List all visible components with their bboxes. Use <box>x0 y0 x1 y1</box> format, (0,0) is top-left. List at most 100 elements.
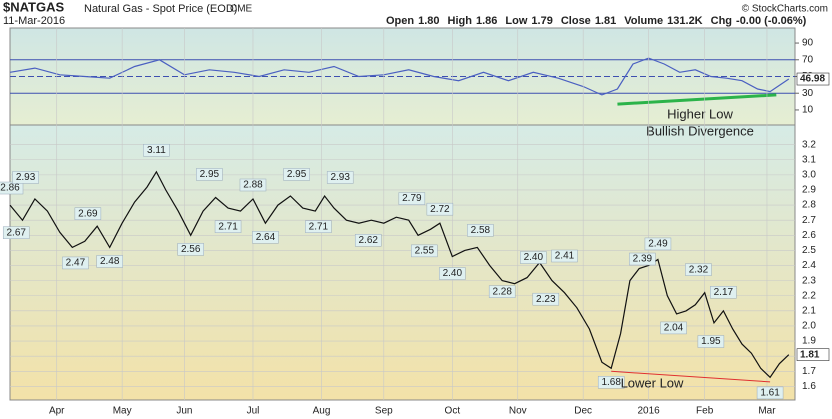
price-label: 2.23 <box>536 294 556 305</box>
price-label: 2.71 <box>218 221 238 232</box>
quote-label: Open <box>386 15 414 27</box>
data-line <box>9 57 790 96</box>
y-tick-label: 1.7 <box>802 366 816 377</box>
x-tick-label: Feb <box>696 406 714 417</box>
price-label-box <box>62 256 89 270</box>
price-label-box <box>196 168 223 181</box>
price-label-box <box>74 207 102 220</box>
quote-value: -0.00 (-0.06%) <box>736 15 807 27</box>
symbol: $NATGAS <box>3 0 64 14</box>
price-label-box <box>411 244 438 258</box>
x-tick-label: Apr <box>49 406 65 417</box>
price-label-box <box>143 143 170 157</box>
price-label-box <box>214 220 242 233</box>
price-label: 2.79 <box>402 193 422 204</box>
price-label: 2.64 <box>256 232 276 243</box>
price-label: 2.72 <box>430 204 450 215</box>
last-value-label: 1.81 <box>800 349 820 360</box>
price-label-box <box>756 386 784 400</box>
price-label-box <box>398 192 426 205</box>
y-tick-label: 2.4 <box>802 260 816 271</box>
annotation: Lower Low <box>621 375 684 390</box>
price-label-box <box>488 285 516 298</box>
instrument-name: Natural Gas - Spot Price (EOD) <box>84 3 237 15</box>
x-tick-label: Nov <box>509 406 527 417</box>
y-tick-label: 3.1 <box>802 154 816 165</box>
x-tick-label: Dec <box>574 406 592 417</box>
price-label: 2.58 <box>471 225 491 236</box>
last-value-box <box>796 72 830 86</box>
price-label: 2.55 <box>415 245 435 256</box>
price-label: 1.68 <box>601 377 621 388</box>
quote-value: 131.2K <box>667 15 703 27</box>
price-label: 1.95 <box>701 336 721 347</box>
price-label: 2.71 <box>309 221 329 232</box>
price-label: 2.48 <box>100 256 120 267</box>
price-label-box <box>177 243 204 256</box>
price-label: 2.47 <box>66 258 86 269</box>
y-tick-label: 3.2 <box>802 139 816 150</box>
price-label-box <box>12 171 39 184</box>
price-label: 2.95 <box>200 169 220 180</box>
annotation: Bullish Divergence <box>646 123 754 138</box>
quote-value: 1.80 <box>418 15 439 27</box>
price-label: 2.56 <box>181 244 201 255</box>
x-tick-label: Jul <box>247 406 260 417</box>
quote-label: Chg <box>711 15 732 27</box>
price-label-box <box>685 263 712 276</box>
price-label: 2.40 <box>443 268 463 279</box>
annotation: Higher Low <box>667 106 733 121</box>
price-label-box <box>0 181 24 195</box>
price-panel <box>9 124 796 401</box>
price-label: 2.88 <box>243 180 263 191</box>
y-tick-label: 90 <box>802 38 814 49</box>
price-label-box <box>532 292 560 306</box>
price-label-box <box>551 249 578 263</box>
price-label-box <box>629 252 656 266</box>
y-tick-label: 1.9 <box>802 336 816 347</box>
price-label: 2.28 <box>492 286 512 297</box>
x-tick-label: Oct <box>445 406 461 417</box>
y-tick-label: 2.7 <box>802 215 816 226</box>
trendline <box>611 370 771 383</box>
quote-label: Volume <box>624 15 663 27</box>
price-label-box <box>283 168 310 181</box>
price-label-box <box>710 286 737 299</box>
y-tick-label: 30 <box>802 88 814 99</box>
price-label-box <box>354 234 382 247</box>
y-tick-label: 2.1 <box>802 305 816 316</box>
price-label-box <box>239 178 267 192</box>
y-tick-label: 10 <box>802 105 814 116</box>
y-tick-label: 2.6 <box>802 230 816 241</box>
data-line <box>9 170 790 379</box>
price-label-box <box>520 251 547 264</box>
quote-value: 1.79 <box>531 15 552 27</box>
price-label: 2.86 <box>0 183 20 194</box>
price-label-box <box>2 226 30 239</box>
quote-label: Low <box>505 15 527 27</box>
y-tick-label: 2.3 <box>802 275 816 286</box>
quote-value: 1.81 <box>595 15 616 27</box>
y-tick-label: 2.8 <box>802 200 816 211</box>
last-value-box <box>796 348 830 361</box>
price-label-box <box>326 171 354 184</box>
price-label: 2.39 <box>633 254 653 265</box>
date: 11-Mar-2016 <box>3 15 65 27</box>
copyright: © StockCharts.com <box>742 4 828 15</box>
y-tick-label: 1.6 <box>802 381 816 392</box>
price-label-box <box>697 335 725 348</box>
y-tick-label: 3.0 <box>802 170 816 181</box>
x-tick-label: Sep <box>375 406 393 417</box>
price-label: 2.49 <box>648 239 668 250</box>
x-tick-label: May <box>113 406 132 417</box>
price-label: 2.93 <box>330 172 350 183</box>
price-label: 3.11 <box>147 145 166 156</box>
price-label: 1.61 <box>760 388 780 399</box>
price-label-box <box>660 321 687 335</box>
y-tick-label: 2.0 <box>802 321 816 332</box>
price-label-box <box>426 202 454 216</box>
price-label-box <box>96 255 123 268</box>
x-tick-label: Jun <box>176 406 192 417</box>
quote-value: 1.86 <box>476 15 497 27</box>
